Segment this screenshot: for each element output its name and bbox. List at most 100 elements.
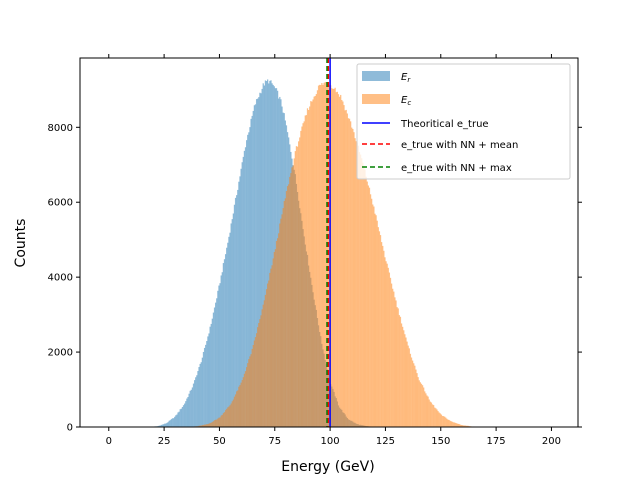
histogram-bar (239, 385, 241, 427)
histogram-bar (278, 233, 280, 427)
histogram-bar (430, 402, 433, 427)
histogram-bar (221, 272, 223, 427)
histogram-bar (306, 108, 309, 427)
y-tick-label: 4000 (48, 273, 73, 284)
x-axis-ticks: 0 25 50 75 100 125 150 175 200 (106, 54, 561, 447)
histogram-bar (212, 312, 215, 427)
histogram-bar (236, 391, 238, 427)
histogram-bar (313, 96, 315, 428)
histogram-bar (211, 422, 213, 427)
histogram-bar (292, 165, 294, 428)
histogram-bar (250, 118, 252, 428)
histogram-bar (166, 422, 168, 427)
histogram-bar (415, 369, 417, 427)
histogram-bar (359, 154, 362, 427)
histogram-bar (263, 85, 265, 428)
histogram-bar (467, 425, 469, 427)
histogram-bar (274, 249, 277, 427)
y-axis-ticks: 0 2000 4000 6000 8000 (48, 123, 582, 434)
x-tick-label: 0 (106, 436, 112, 447)
histogram-bar (212, 421, 215, 427)
histogram-bar (376, 220, 378, 427)
histogram-bar (264, 80, 267, 428)
histogram-bar (177, 412, 179, 427)
histogram-bar (219, 283, 221, 427)
histogram-bar (271, 83, 273, 427)
histogram-bar (448, 419, 450, 427)
histogram-bar (465, 425, 467, 427)
histogram-bar (312, 99, 314, 428)
histogram-bar (378, 231, 381, 427)
histogram-bar (459, 424, 461, 427)
histogram-bar (326, 83, 329, 428)
histogram-bar (181, 406, 184, 427)
histogram-bar (184, 403, 186, 427)
histogram-bar (285, 191, 288, 427)
histogram-bar (299, 137, 301, 427)
histogram-bar (466, 425, 468, 427)
histogram-bar (389, 277, 392, 427)
histogram-bar (320, 84, 322, 428)
histogram-bar (260, 315, 262, 427)
histogram-bar (258, 323, 260, 427)
histogram-bar (187, 396, 189, 427)
histogram-bar (365, 176, 367, 427)
x-tick-label: 50 (213, 436, 226, 447)
histogram-bar (253, 105, 256, 427)
histogram-bar (170, 419, 173, 427)
histogram-bar (347, 118, 350, 427)
histogram-bar (283, 201, 285, 427)
histogram-bar (268, 83, 270, 427)
histogram-bar (354, 138, 356, 427)
histogram-bar (298, 141, 300, 427)
histogram-bar (201, 425, 203, 427)
histogram-bar (449, 420, 451, 427)
legend-label-ec-main: E (401, 95, 408, 106)
histogram-bar (226, 247, 228, 427)
histogram-bar (304, 115, 306, 427)
histogram-bar (263, 300, 265, 427)
histogram-bar (375, 215, 377, 427)
histogram-bar (400, 323, 403, 427)
histogram-bar (199, 363, 201, 427)
histogram-bar (438, 412, 440, 427)
histogram-bar (437, 411, 439, 427)
histogram-bar (398, 315, 400, 427)
histogram-bar (374, 213, 376, 427)
histogram-bar (185, 401, 187, 427)
histogram-bar (175, 415, 177, 427)
histogram-bar (460, 424, 462, 427)
histogram-bar (255, 333, 258, 427)
histogram-bar (203, 424, 206, 427)
histogram-bar (286, 186, 289, 427)
histogram-bar (199, 425, 201, 427)
histogram-bar (317, 85, 320, 428)
histogram-bar (394, 297, 396, 427)
legend-label-theoretical: Theoritical e_true (400, 119, 489, 130)
histogram-bar (440, 414, 443, 427)
histogram-bar (343, 105, 345, 427)
histogram-bar (237, 189, 239, 427)
histogram-bar (218, 417, 220, 427)
histogram-bar (178, 411, 180, 427)
histogram-bar (345, 109, 347, 427)
histogram-bar (232, 213, 234, 427)
histogram-bar (200, 425, 202, 427)
histogram-bar (384, 257, 386, 427)
histogram-bar (198, 425, 200, 427)
histogram-bar (406, 341, 408, 427)
histogram-bar (218, 285, 220, 427)
histogram-bar (446, 418, 448, 427)
histogram-bar (244, 147, 247, 427)
histogram-bar (242, 156, 244, 427)
histogram-bar (249, 127, 251, 428)
histogram-bar (196, 375, 198, 427)
histogram-bar (315, 94, 317, 427)
histogram-bar (163, 424, 165, 427)
histogram-bar (265, 289, 268, 427)
histogram-bar (402, 326, 404, 427)
y-tick-label: 0 (67, 423, 73, 434)
legend-label-ec: Ec (401, 95, 411, 107)
histogram-bar (228, 236, 230, 427)
